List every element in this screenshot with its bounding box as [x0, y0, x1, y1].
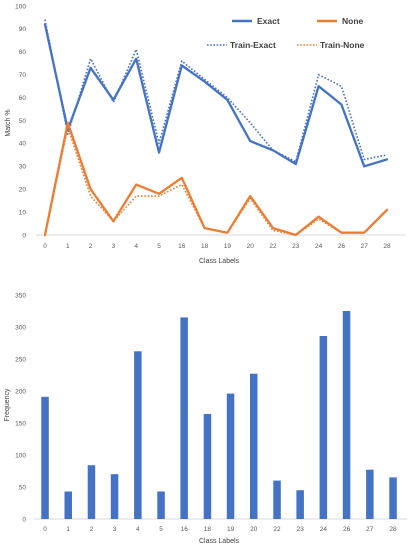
line-chart-x-tick-label: 16	[178, 243, 186, 250]
bar-chart-x-tick-label: 26	[343, 526, 351, 533]
bar-class-2	[87, 465, 96, 519]
bar-class-1	[64, 491, 72, 519]
bar-chart-x-tick-label: 2	[90, 526, 94, 533]
legend-item-exact: Exact	[232, 16, 280, 26]
bar-chart-x-tick-label: 23	[297, 526, 305, 533]
bar-chart-x-tick-label: 19	[227, 526, 235, 533]
bar-class-20	[250, 373, 258, 519]
legend-label-train-exact: Train-Exact	[230, 40, 276, 50]
bar-chart-x-tick-label: 18	[204, 526, 212, 533]
bar-class-24	[319, 336, 328, 519]
bar-chart-x-tick-label: 28	[389, 526, 397, 533]
bar-chart-y-tick-label: 50	[19, 484, 27, 491]
bar-class-18	[203, 414, 212, 519]
bar-chart-x-tick-label: 4	[136, 526, 140, 533]
bar-chart-x-ticks: 0 1 2 3 4 5 16 18 19 20 22 23 24 26 27 28	[43, 526, 397, 533]
line-chart-x-tick-label: 22	[269, 243, 277, 250]
bar-chart-x-tick-label: 3	[113, 526, 117, 533]
line-chart-y-tick-label: 70	[19, 72, 27, 79]
line-chart-y-tick-label: 0	[22, 232, 26, 239]
line-chart-x-tick-label: 24	[315, 243, 323, 250]
line-chart-y-tick-label: 100	[15, 3, 26, 10]
bar-class-28	[389, 477, 397, 519]
legend-label-none: None	[342, 16, 364, 26]
line-chart-x-tick-label: 1	[66, 243, 70, 250]
bar-chart-y-tick-label: 150	[15, 420, 26, 427]
bar-class-27	[366, 469, 374, 519]
line-chart-x-tick-label: 3	[112, 243, 116, 250]
bar-chart-x-tick-label: 1	[66, 526, 70, 533]
line-chart-x-tick-label: 2	[89, 243, 93, 250]
legend-label-exact: Exact	[257, 16, 280, 26]
bar-class-0	[41, 396, 49, 519]
line-series-train-none	[44, 126, 388, 236]
line-chart-y-tick-label: 30	[19, 164, 27, 171]
line-chart-x-tick-label: 27	[361, 243, 369, 250]
bar-chart-y-ticks: 0 50 100 150 200 250 300 350	[15, 292, 26, 523]
line-chart-x-tick-label: 5	[157, 243, 161, 250]
bar-chart-x-tick-label: 5	[159, 526, 163, 533]
bar-class-26	[342, 311, 351, 519]
line-chart-x-tick-label: 23	[292, 243, 300, 250]
line-chart-x-tick-label: 4	[134, 243, 138, 250]
bar-chart-bars	[41, 311, 397, 519]
line-chart-y-tick-label: 40	[19, 141, 27, 148]
line-chart-x-tick-label: 0	[43, 243, 47, 250]
line-chart-y-tick-label: 60	[19, 95, 27, 102]
line-chart-series-group	[43, 19, 389, 237]
bar-chart-x-tick-label: 16	[181, 526, 189, 533]
line-chart: Match % Class Labels 0102030405060708090…	[5, 3, 405, 265]
line-series-none	[43, 121, 389, 237]
legend-label-train-none: Train-None	[320, 40, 365, 50]
legend-item-train-exact: Train-Exact	[207, 40, 276, 50]
line-chart-x-ticks: 0 1 2 3 4 5 16 18 19 20 22 23 24 26 27 28	[43, 243, 391, 250]
bar-chart-x-tick-label: 27	[366, 526, 374, 533]
line-chart-y-tick-label: 20	[19, 187, 27, 194]
line-chart-y-tick-label: 80	[19, 49, 27, 56]
bar-class-3	[110, 474, 119, 519]
bar-class-19	[226, 393, 235, 519]
bar-chart-y-axis-title: Frequency	[4, 388, 11, 422]
bar-chart-x-tick-label: 22	[273, 526, 281, 533]
line-chart-legend: Exact None Train-Exact Train-None	[207, 16, 365, 50]
line-chart-y-tick-label: 50	[19, 118, 27, 125]
bar-class-22	[273, 480, 281, 519]
line-chart-x-tick-label: 28	[383, 243, 391, 250]
line-chart-x-axis-title: Class Labels	[199, 258, 240, 265]
bar-class-4	[134, 351, 142, 519]
bar-chart: Frequency Class Labels 05010015020025030…	[4, 292, 407, 545]
bar-chart-y-tick-label: 200	[15, 388, 26, 395]
bar-class-16	[180, 317, 188, 519]
bar-chart-y-tick-label: 350	[15, 292, 26, 299]
bar-chart-y-tick-label: 250	[15, 356, 26, 363]
line-chart-y-ticks: 0 10 20 30 40 50 60 70 80 90 100	[15, 3, 26, 239]
line-chart-x-tick-label: 20	[247, 243, 255, 250]
bar-chart-x-tick-label: 0	[43, 526, 47, 533]
bar-chart-y-tick-label: 100	[15, 452, 26, 459]
bar-chart-x-tick-label: 20	[250, 526, 258, 533]
line-series-train-exact	[44, 19, 388, 163]
line-chart-x-tick-label: 26	[338, 243, 346, 250]
bar-chart-x-axis-title: Class Labels	[199, 538, 240, 545]
bar-class-23	[296, 490, 304, 519]
legend-item-none: None	[317, 16, 364, 26]
bar-chart-y-tick-label: 300	[15, 324, 26, 331]
line-chart-y-tick-label: 90	[19, 26, 27, 33]
line-chart-x-tick-label: 19	[224, 243, 232, 250]
bar-chart-y-tick-label: 0	[22, 516, 26, 523]
line-series-exact	[43, 23, 389, 168]
line-chart-x-tick-label: 18	[201, 243, 209, 250]
bar-chart-x-tick-label: 24	[320, 526, 328, 533]
line-chart-y-tick-label: 10	[19, 209, 27, 216]
line-chart-y-axis-title: Match %	[5, 109, 12, 136]
legend-item-train-none: Train-None	[297, 40, 365, 50]
bar-class-5	[157, 491, 165, 519]
